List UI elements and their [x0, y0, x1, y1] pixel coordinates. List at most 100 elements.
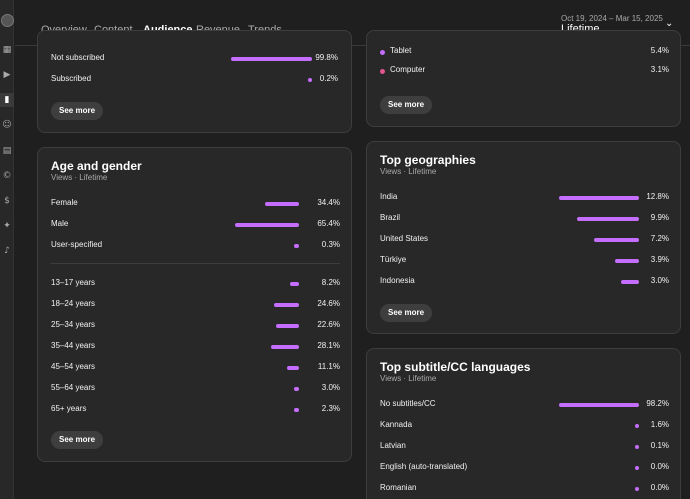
row-value: 3.0% [650, 276, 669, 285]
row-value: 3.9% [650, 255, 669, 264]
top-geographies-card: Top geographies Views · Lifetime India 1… [366, 141, 681, 334]
list-item: 18–24 years 24.6% [51, 299, 340, 313]
list-item: English (auto-translated) 0.0% [380, 462, 669, 476]
card-subtitle: Views · Lifetime [380, 374, 437, 383]
row-label: Indonesia [380, 276, 415, 285]
list-item: 13–17 years 8.2% [51, 278, 340, 292]
card-subtitle: Views · Lifetime [51, 173, 108, 182]
row-value: 65.4% [317, 219, 340, 228]
analytics-icon[interactable]: ▮ [0, 93, 14, 107]
list-item: Türkiye 3.9% [380, 255, 669, 269]
see-more-button[interactable]: See more [380, 304, 433, 322]
subscription-card: Not subscribed 99.8% Subscribed 0.2% See… [37, 30, 352, 133]
row-value: 1.6% [650, 420, 669, 429]
row-value: 8.2% [321, 278, 340, 287]
list-item: Brazil 9.9% [380, 213, 669, 227]
row-label: India [380, 192, 398, 201]
row-value: 3.1% [650, 65, 669, 74]
row-value: 0.2% [319, 74, 338, 83]
percentage-bar [635, 424, 639, 428]
percentage-bar [294, 387, 299, 391]
chevron-down-icon[interactable]: ⌄ [665, 18, 674, 29]
row-value: 3.0% [321, 383, 340, 392]
card-title: Age and gender [51, 159, 142, 173]
percentage-bar [235, 223, 299, 227]
date-range[interactable]: Oct 19, 2024 – Mar 15, 2025 [561, 14, 663, 23]
percentage-bar [621, 280, 639, 284]
row-label: Romanian [380, 483, 417, 492]
row-label: Tablet [390, 46, 412, 55]
percentage-bar [274, 303, 299, 307]
percentage-bar [271, 345, 299, 349]
row-label: United States [380, 234, 429, 243]
see-more-button[interactable]: See more [51, 431, 104, 449]
list-item: Kannada 1.6% [380, 420, 669, 434]
list-item: User-specified 0.3% [51, 240, 340, 254]
row-value: 99.8% [315, 53, 338, 62]
percentage-bar [594, 238, 639, 242]
row-label: English (auto-translated) [380, 462, 468, 471]
list-item: India 12.8% [380, 192, 669, 206]
see-more-button[interactable]: See more [380, 96, 433, 114]
row-label: Male [51, 219, 69, 228]
customization-icon[interactable]: ✦ [3, 221, 11, 231]
content-icon[interactable]: ▶ [3, 70, 11, 80]
row-label: Female [51, 198, 78, 207]
percentage-bar [577, 217, 639, 221]
percentage-bar [615, 259, 639, 263]
top-subtitle-languages-card: Top subtitle/CC languages Views · Lifeti… [366, 348, 681, 499]
earn-icon[interactable]: $ [4, 196, 10, 206]
list-item: Subscribed 0.2% [51, 74, 338, 88]
row-label: Subscribed [51, 74, 92, 83]
row-value: 98.2% [646, 399, 669, 408]
percentage-bar [290, 282, 299, 286]
percentage-bar [287, 366, 299, 370]
age-gender-card: Age and gender Views · Lifetime Female 3… [37, 147, 352, 462]
row-label: User-specified [51, 240, 103, 249]
audio-library-icon[interactable]: ♪ [4, 246, 10, 256]
legend-dot [380, 69, 385, 74]
card-title: Top subtitle/CC languages [380, 360, 531, 374]
row-label: 25–34 years [51, 320, 96, 329]
row-label: Computer [390, 65, 426, 74]
list-item: Computer 3.1% [380, 65, 669, 79]
row-value: 28.1% [317, 341, 340, 350]
list-item: 55–64 years 3.0% [51, 383, 340, 397]
row-label: No subtitles/CC [380, 399, 436, 408]
subtitles-icon[interactable]: ▤ [2, 146, 12, 156]
row-label: 18–24 years [51, 299, 96, 308]
copyright-icon[interactable]: © [2, 171, 12, 181]
percentage-bar [231, 57, 312, 61]
row-label: Brazil [380, 213, 401, 222]
row-label: Not subscribed [51, 53, 105, 62]
row-label: 13–17 years [51, 278, 96, 287]
row-value: 0.0% [650, 483, 669, 492]
card-title: Top geographies [380, 153, 476, 167]
see-more-button[interactable]: See more [51, 102, 104, 120]
list-item: Latvian 0.1% [380, 441, 669, 455]
avatar[interactable] [1, 14, 14, 27]
list-item: Not subscribed 99.8% [51, 53, 338, 67]
list-item: Romanian 0.0% [380, 483, 669, 497]
divider [51, 263, 340, 264]
list-item: Male 65.4% [51, 219, 340, 233]
row-value: 0.1% [650, 441, 669, 450]
row-value: 12.8% [646, 192, 669, 201]
list-item: Indonesia 3.0% [380, 276, 669, 290]
percentage-bar [635, 466, 639, 470]
percentage-bar [559, 196, 639, 200]
row-label: 45–54 years [51, 362, 96, 371]
percentage-bar [308, 78, 312, 82]
left-nav-rail: ▦ ▶ ▮ ☺ ▤ © $ ✦ ♪ [0, 0, 14, 499]
row-label: 55–64 years [51, 383, 96, 392]
row-value: 0.0% [650, 462, 669, 471]
percentage-bar [635, 487, 639, 491]
dashboard-icon[interactable]: ▦ [2, 45, 12, 55]
row-value: 5.4% [650, 46, 669, 55]
list-item: Female 34.4% [51, 198, 340, 212]
percentage-bar [276, 324, 299, 328]
community-icon[interactable]: ☺ [2, 120, 12, 130]
list-item: United States 7.2% [380, 234, 669, 248]
list-item: 35–44 years 28.1% [51, 341, 340, 355]
row-label: Kannada [380, 420, 413, 429]
